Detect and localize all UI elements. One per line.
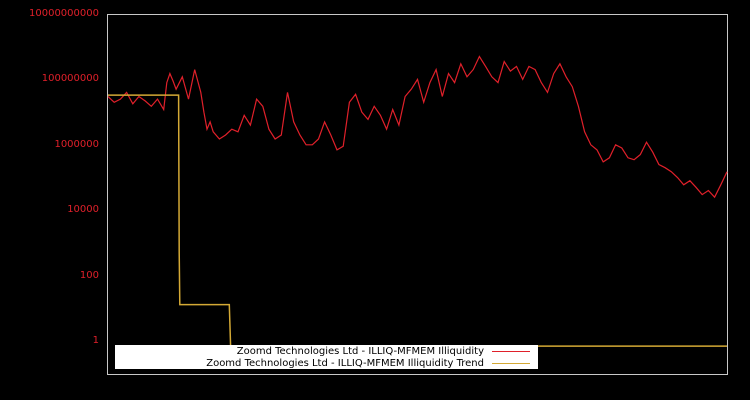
y-tick-label: 1000000 — [54, 138, 99, 150]
legend-label: Zoomd Technologies Ltd - ILLIQ-MFMEM Ill… — [206, 357, 484, 369]
legend-item-trend: Zoomd Technologies Ltd - ILLIQ-MFMEM Ill… — [206, 357, 530, 369]
y-tick-label: 10000000000 — [29, 8, 99, 19]
chart-legend: Zoomd Technologies Ltd - ILLIQ-MFMEM Ill… — [115, 345, 538, 369]
illiquidity-trend-line — [108, 94, 727, 347]
plot-frame — [107, 14, 728, 375]
y-tick-label: 100000000 — [41, 73, 99, 85]
y-tick-label: 1 — [92, 335, 99, 346]
legend-swatch-gold — [492, 362, 530, 364]
legend-label: Zoomd Technologies Ltd - ILLIQ-MFMEM Ill… — [236, 345, 484, 357]
legend-swatch-red — [492, 350, 530, 352]
legend-item-illiquidity: Zoomd Technologies Ltd - ILLIQ-MFMEM Ill… — [237, 345, 530, 357]
y-tick-label: 10000 — [67, 204, 99, 216]
y-tick-label: 100 — [79, 269, 99, 281]
illiquidity-series-line — [107, 55, 728, 199]
